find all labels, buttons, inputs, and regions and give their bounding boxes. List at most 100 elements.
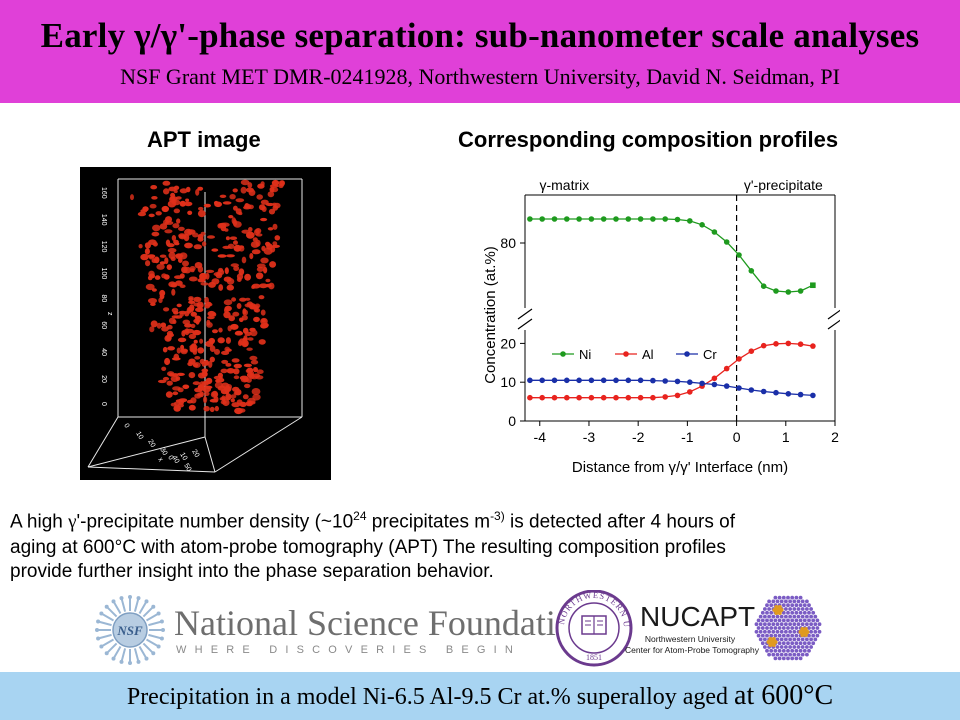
apt-z-tick: 100 xyxy=(100,268,107,280)
lattice-atom xyxy=(807,633,811,638)
apt-z-tick: 0 xyxy=(100,402,107,406)
lattice-atom xyxy=(760,618,765,623)
precipitate-particle xyxy=(228,315,235,322)
data-point xyxy=(650,216,656,222)
data-point xyxy=(748,268,755,274)
precipitate-particle xyxy=(177,387,184,393)
lattice-atom xyxy=(767,614,771,619)
lattice-atom xyxy=(786,610,790,615)
lattice-atom xyxy=(790,595,795,600)
precipitate-particle xyxy=(197,210,206,218)
precipitate-particle xyxy=(274,235,281,241)
lattice-atom xyxy=(792,599,797,604)
lattice-atom xyxy=(798,610,803,615)
precipitate-particle xyxy=(267,191,275,198)
data-point xyxy=(564,394,570,401)
precipitate-particle xyxy=(228,215,234,219)
precipitate-particle xyxy=(223,299,233,306)
axis-break-mark xyxy=(827,308,843,320)
lattice-atom xyxy=(809,629,813,634)
lattice-atom xyxy=(788,607,792,611)
precipitate-particle xyxy=(248,227,253,232)
precipitate-particle xyxy=(244,273,252,281)
lattice-atom xyxy=(786,641,790,646)
precipitate-particle xyxy=(170,402,177,407)
lattice-atom xyxy=(805,645,809,649)
precipitate-particle xyxy=(207,235,215,239)
lattice-atom xyxy=(775,599,780,604)
desc-text-c: precipitates m xyxy=(366,511,491,533)
precipitate-particle xyxy=(151,258,158,263)
precipitate-particle xyxy=(233,221,242,228)
lattice-atom xyxy=(781,633,786,638)
precipitate-particle xyxy=(171,307,179,313)
precipitate-particle xyxy=(197,347,205,354)
precipitate-particle xyxy=(251,249,261,255)
precipitate-particle xyxy=(177,337,187,343)
lattice-atom xyxy=(786,618,790,623)
precipitate-particle xyxy=(239,297,247,302)
y-tick-label: 0 xyxy=(508,413,516,429)
lattice-atom xyxy=(767,607,771,611)
lattice-atom xyxy=(796,599,801,604)
lattice-atom xyxy=(809,622,813,627)
slide-title: Early γ/γ'-phase separation: sub-nanomet… xyxy=(40,16,920,55)
precipitate-particle xyxy=(233,368,240,375)
precipitate-particle xyxy=(230,323,239,330)
precipitate-particle xyxy=(184,328,190,336)
nsf-emblem: NSF xyxy=(95,595,165,665)
series-al xyxy=(527,340,816,401)
footer-text-a: Precipitation in a model Ni-6.5 Al-9.5 C… xyxy=(126,684,735,710)
lattice-atom xyxy=(781,618,786,623)
data-point xyxy=(736,252,742,258)
precipitate-particle xyxy=(166,380,173,386)
data-point xyxy=(773,389,779,396)
data-point xyxy=(674,378,681,385)
data-point xyxy=(600,377,607,384)
legend-marker xyxy=(560,351,566,357)
legend-marker xyxy=(684,351,690,357)
data-point xyxy=(687,389,693,395)
lattice-atom xyxy=(790,618,795,623)
lattice-atom xyxy=(781,648,786,653)
x-tick-label: -4 xyxy=(534,429,547,445)
nucapt-title: NUCAPT xyxy=(640,601,755,632)
precipitate-particle xyxy=(261,318,266,323)
precipitate-particle xyxy=(242,337,248,343)
lattice-atom xyxy=(794,626,799,630)
precipitate-particle xyxy=(237,340,243,347)
precipitate-particle xyxy=(221,395,226,402)
precipitate-particle xyxy=(190,311,197,317)
lattice-atom xyxy=(800,652,805,657)
precipitate-particle xyxy=(223,385,232,393)
data-point xyxy=(797,288,804,294)
nsf-tagline: WHERE DISCOVERIES BEGIN xyxy=(176,644,521,656)
precipitate-particle xyxy=(175,253,184,258)
lattice-atom xyxy=(800,607,805,611)
precipitate-particle xyxy=(229,194,236,200)
lattice-atom xyxy=(813,629,818,634)
precipitate-particle xyxy=(236,277,242,282)
lattice-atom xyxy=(763,645,767,649)
lattice-atom xyxy=(815,626,820,630)
legend-label: Ni xyxy=(579,347,591,362)
precipitate-particle xyxy=(152,242,158,247)
lattice-atom xyxy=(769,633,774,638)
lattice-atom xyxy=(779,599,784,604)
precipitate-particle xyxy=(158,297,163,304)
data-point xyxy=(551,394,558,401)
precipitate-atom xyxy=(805,630,810,634)
lattice-atom xyxy=(794,641,799,646)
lattice-atom xyxy=(779,645,784,649)
precipitate-particle xyxy=(203,203,211,208)
x-tick-label: 0 xyxy=(733,429,741,445)
lattice-atom xyxy=(794,618,799,623)
lattice-atom xyxy=(792,637,797,642)
lattice-atom xyxy=(767,599,771,604)
lattice-atom xyxy=(800,645,805,649)
nu-seal-year: 1851 xyxy=(586,653,602,662)
data-point xyxy=(810,343,816,349)
precipitate-particle xyxy=(190,346,198,352)
lattice-atom xyxy=(771,629,776,634)
precipitate-particle xyxy=(173,315,183,319)
